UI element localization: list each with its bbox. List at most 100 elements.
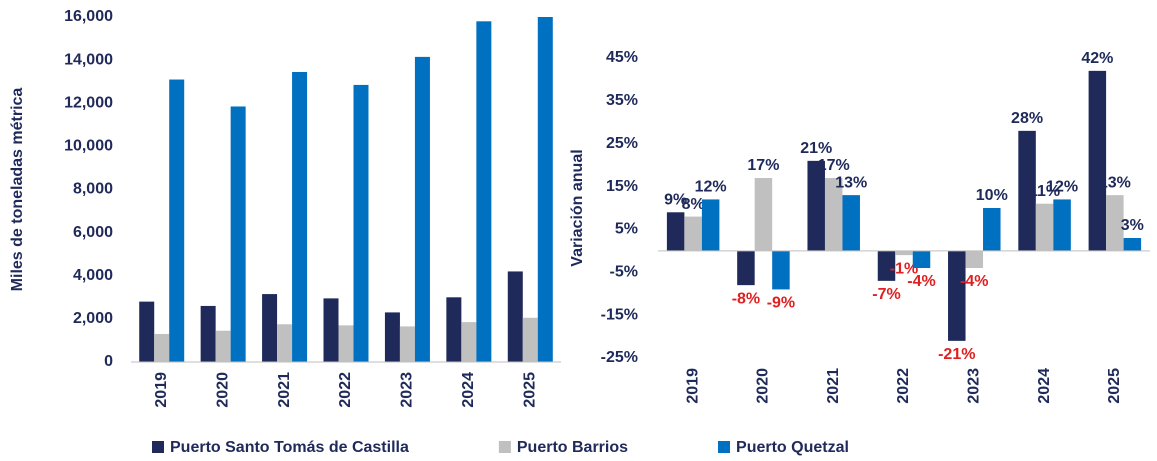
legend-swatch (152, 441, 164, 453)
bar (414, 56, 430, 362)
legend-swatch (498, 441, 511, 453)
bar (701, 199, 720, 251)
legend-label: Puerto Barrios (517, 439, 628, 456)
data-label: 42% (1081, 50, 1113, 67)
y-tick-label: 35% (606, 92, 638, 109)
y-axis-label: Miles de toneladas métrica (9, 88, 26, 292)
bar (877, 250, 896, 281)
bar (139, 301, 155, 362)
bar (353, 84, 369, 362)
data-label: 3% (1121, 217, 1144, 234)
x-tick-label: 2021 (825, 368, 842, 404)
x-tick-label: 2019 (153, 372, 170, 408)
bar (200, 305, 216, 362)
y-tick-label: 25% (606, 135, 638, 152)
y-tick-label: -15% (601, 306, 638, 323)
y-tick-label: -5% (610, 264, 638, 281)
bar (323, 298, 339, 362)
bar (230, 106, 246, 362)
bar (1035, 203, 1054, 251)
bar (807, 160, 825, 251)
bar (965, 250, 984, 268)
bar (1088, 70, 1107, 251)
bar (476, 21, 492, 362)
bar (277, 324, 293, 362)
x-tick-label: 2025 (1106, 368, 1123, 404)
bar (537, 17, 553, 362)
x-tick-label: 2019 (684, 368, 701, 404)
data-label: 17% (818, 157, 850, 174)
bar (824, 178, 843, 251)
bar (1053, 199, 1071, 251)
bar (461, 322, 477, 362)
bar (737, 250, 755, 286)
data-label: 13% (1099, 174, 1131, 191)
bar (215, 330, 231, 362)
bar (772, 250, 790, 290)
y-tick-label: 12,000 (64, 94, 113, 111)
y-tick-label: 6,000 (73, 224, 113, 241)
y-tick-label: 45% (606, 49, 638, 66)
bar (754, 178, 773, 251)
data-label: -7% (872, 286, 900, 303)
bar (1018, 130, 1036, 251)
x-tick-label: 2023 (966, 368, 983, 404)
legend-label: Puerto Santo Tomás de Castilla (170, 439, 409, 456)
data-label: 8% (682, 196, 705, 213)
data-label: 21% (800, 140, 832, 157)
data-label: 28% (1011, 110, 1043, 127)
bar (154, 333, 170, 362)
x-tick-label: 2024 (1036, 368, 1053, 404)
data-label: 11% (1029, 183, 1060, 200)
bar (262, 294, 278, 362)
bar (684, 216, 702, 251)
bar (912, 250, 931, 268)
bar (983, 208, 1001, 251)
x-tick-label: 2023 (399, 372, 416, 408)
legend-label: Puerto Quetzal (736, 439, 849, 456)
bar (895, 250, 913, 256)
bar (948, 250, 966, 341)
bar (446, 297, 462, 362)
bar (666, 212, 685, 251)
x-tick-label: 2021 (276, 372, 293, 408)
data-label: -21% (938, 346, 975, 363)
x-tick-label: 2022 (337, 372, 354, 408)
data-label: -8% (732, 290, 760, 307)
data-label: 17% (747, 157, 779, 174)
x-tick-label: 2020 (755, 368, 772, 404)
bar (522, 317, 538, 362)
y-tick-label: 16,000 (64, 8, 113, 25)
y-axis-label: Variación anual (569, 149, 586, 266)
y-tick-label: 5% (615, 221, 638, 238)
data-label: -4% (960, 273, 988, 290)
bar (169, 79, 185, 362)
data-label: 12% (1046, 179, 1078, 196)
bar (1123, 238, 1142, 251)
y-tick-label: 8,000 (73, 181, 113, 198)
data-label: 10% (976, 187, 1008, 204)
y-tick-label: -25% (601, 349, 638, 366)
bar (384, 312, 400, 362)
data-label: 12% (695, 179, 727, 196)
y-tick-label: 2,000 (73, 310, 113, 327)
data-label: -9% (767, 295, 795, 312)
x-tick-label: 2020 (214, 372, 231, 408)
y-tick-label: 0 (104, 353, 113, 370)
bar (292, 71, 308, 362)
bar (507, 271, 523, 362)
legend-swatch (718, 441, 731, 453)
x-tick-label: 2022 (895, 368, 912, 404)
y-tick-label: 14,000 (64, 51, 113, 68)
bar (842, 195, 860, 251)
data-label: -4% (907, 273, 935, 290)
bar (1106, 195, 1124, 251)
data-label: -1% (890, 260, 918, 277)
x-tick-label: 2025 (522, 372, 539, 408)
y-tick-label: 10,000 (64, 138, 113, 155)
bar (338, 325, 354, 362)
y-tick-label: 15% (606, 178, 638, 195)
data-label: 9% (664, 192, 687, 209)
data-label: 13% (835, 174, 867, 191)
